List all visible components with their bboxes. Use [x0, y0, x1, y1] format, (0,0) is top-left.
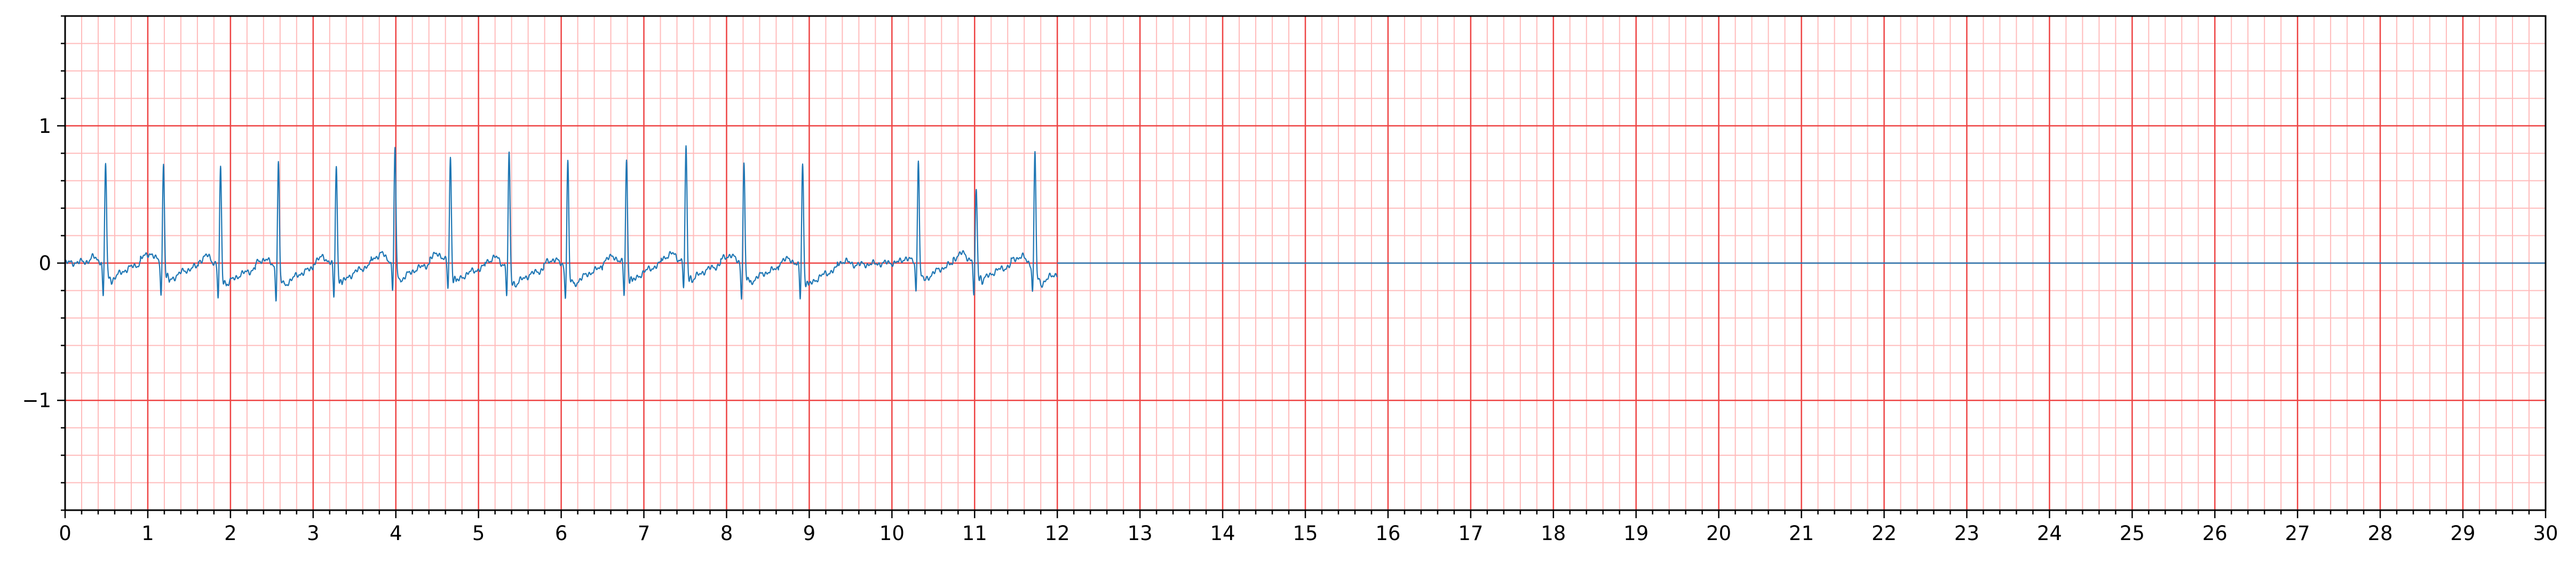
x-tick-label: 4: [390, 522, 402, 545]
x-tick-label: 3: [307, 522, 320, 545]
x-tick-label: 26: [2202, 522, 2228, 545]
x-tick-label: 22: [1872, 522, 1897, 545]
x-tick-label: 17: [1458, 522, 1483, 545]
x-tick-label: 21: [1789, 522, 1814, 545]
x-tick-label: 10: [879, 522, 905, 545]
x-tick-label: 18: [1541, 522, 1566, 545]
x-tick-label: 16: [1375, 522, 1400, 545]
x-tick-label: 11: [962, 522, 987, 545]
x-tick-label: 12: [1045, 522, 1070, 545]
x-tick-label: 19: [1623, 522, 1648, 545]
x-tick-label: 0: [59, 522, 72, 545]
x-tick-label: 7: [638, 522, 651, 545]
y-axis: −1 0 1: [22, 15, 65, 511]
x-tick-label: 23: [1954, 522, 1979, 545]
x-tick-label: 25: [2120, 522, 2145, 545]
signal-layer: [64, 145, 2546, 302]
r-peak-point: [220, 166, 221, 167]
x-tick-label: 28: [2368, 522, 2393, 545]
x-tick-label: 24: [2037, 522, 2062, 545]
x-tick-label: 5: [472, 522, 485, 545]
x-tick-label: 15: [1293, 522, 1318, 545]
r-peak-point: [626, 158, 627, 159]
x-tick-label: 27: [2285, 522, 2310, 545]
x-tick-label: 30: [2533, 522, 2558, 545]
x-tick-label: 8: [720, 522, 733, 545]
y-tick-label: 0: [38, 252, 51, 275]
y-tick-label: −1: [22, 389, 51, 412]
x-tick-label: 6: [555, 522, 568, 545]
r-peak-point: [976, 190, 977, 191]
x-tick-label: 1: [141, 522, 154, 545]
x-tick-label: 13: [1128, 522, 1153, 545]
r-peak-point: [278, 158, 279, 159]
x-tick-label: 20: [1706, 522, 1731, 545]
r-peak-point: [567, 158, 568, 159]
x-axis: 0 1 2 3 4 5 6 7 8 9 10 11 12 13 14 15 16 17 18 19 20 21 22 23 24…: [59, 510, 2558, 545]
y-tick-label: 1: [38, 115, 51, 138]
x-tick-label: 2: [224, 522, 237, 545]
x-tick-label: 14: [1210, 522, 1235, 545]
ecg-signal-line: [64, 145, 1058, 302]
x-tick-label: 29: [2451, 522, 2476, 545]
x-tick-label: 9: [803, 522, 816, 545]
